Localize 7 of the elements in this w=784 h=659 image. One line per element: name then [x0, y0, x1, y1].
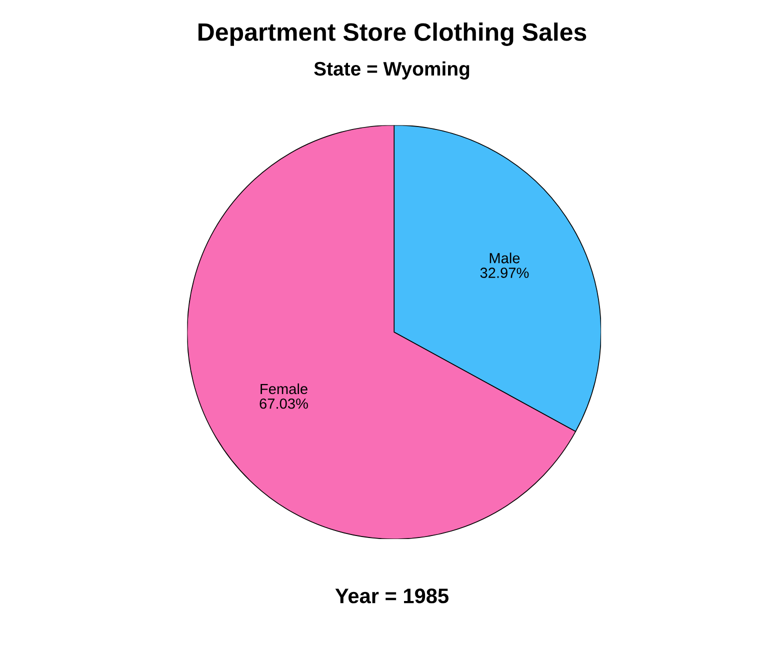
slice-label: Female [260, 383, 308, 394]
text: Year = 1985 [335, 588, 448, 604]
data-label: 32.97% [480, 268, 529, 278]
slice-label: Male [490, 252, 520, 264]
chart-title: Department Store Clothing Sales [198, 22, 586, 46]
data-label: 67.03% [260, 398, 308, 409]
chart-subtitle: State = Wyoming [314, 61, 470, 80]
